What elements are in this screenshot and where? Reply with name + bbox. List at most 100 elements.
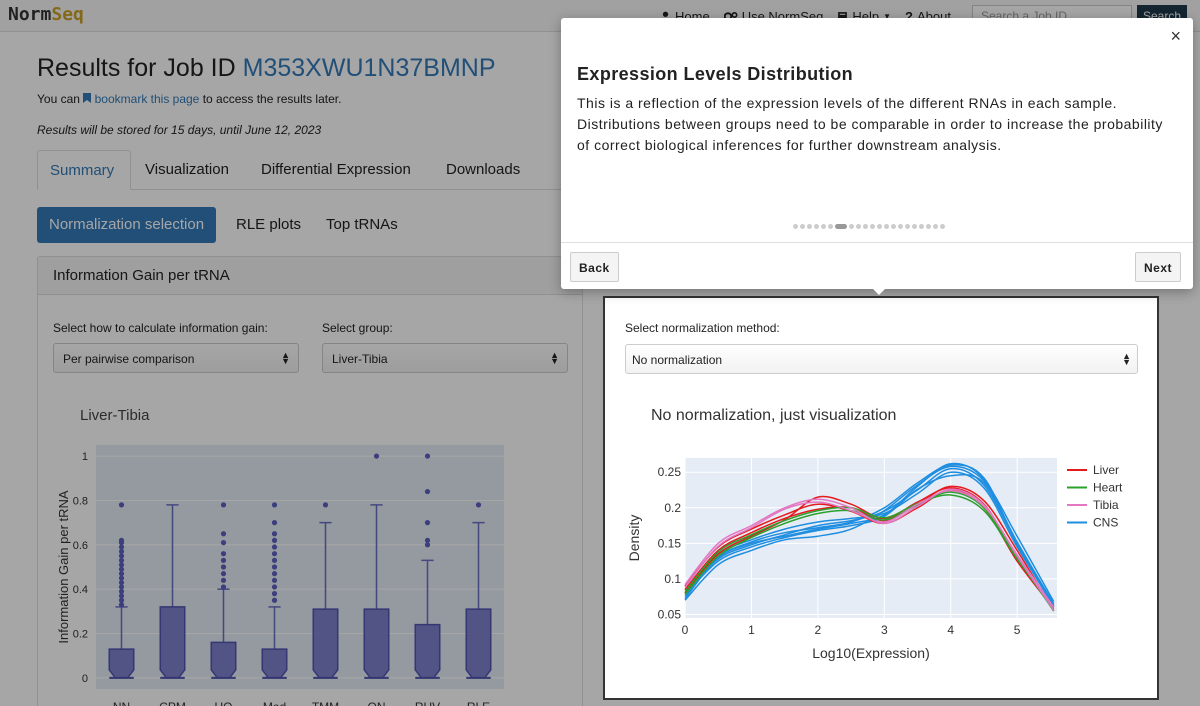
density-line-heart — [684, 494, 1055, 610]
outlier-point — [118, 588, 125, 594]
tour-step-dot[interactable] — [891, 223, 896, 229]
density-line-tibia — [684, 489, 1055, 608]
x-tick-label: RUV — [415, 700, 440, 706]
outlier-point — [424, 520, 431, 526]
outlier-point — [118, 571, 125, 577]
tour-step-dot[interactable] — [800, 223, 805, 229]
outlier-point — [373, 453, 380, 459]
tab-downloads[interactable]: Downloads — [446, 161, 521, 178]
x-tick-label: 1 — [748, 623, 755, 637]
page-title: Results for Job ID M353XWU1N37BMNP — [37, 54, 496, 82]
outlier-point — [424, 453, 431, 459]
y-tick-label: 0.1 — [664, 572, 681, 586]
group-select[interactable]: Liver-Tibia ▲ ▼ — [322, 343, 568, 373]
normalization-method-select[interactable]: No normalization ▲ ▼ — [625, 344, 1138, 374]
outlier-point — [271, 551, 278, 557]
x-tick-label: 2 — [815, 623, 822, 637]
outlier-point — [271, 571, 278, 577]
popover-arrow — [872, 288, 886, 295]
outlier-point — [271, 502, 278, 508]
x-tick-label: TMM — [312, 700, 339, 706]
legend-label: Heart — [1093, 481, 1123, 495]
outlier-point — [220, 531, 227, 537]
outlier-point — [220, 564, 227, 570]
x-tick-label: UQ — [215, 700, 233, 706]
x-tick-label: 4 — [947, 623, 954, 637]
tour-step-dot[interactable] — [849, 223, 854, 229]
normalization-method-label: Select normalization method: — [625, 321, 780, 335]
tour-step-dot[interactable] — [898, 223, 903, 229]
calc-method-select[interactable]: Per pairwise comparison ▲ ▼ — [53, 343, 299, 373]
x-tick-label: QN — [368, 700, 386, 706]
outlier-point — [220, 557, 227, 563]
outlier-point — [220, 540, 227, 546]
popover-title: Expression Levels Distribution — [577, 64, 854, 84]
outlier-point — [118, 537, 125, 543]
tab-visualization[interactable]: Visualization — [145, 161, 229, 178]
outlier-point — [424, 537, 431, 543]
pill-rle-plots[interactable]: RLE plots — [236, 216, 302, 233]
x-tick-label: CPM — [159, 700, 186, 706]
results-tabs: Summary Visualization Differential Expre… — [37, 150, 585, 190]
outlier-point — [220, 577, 227, 583]
back-button[interactable]: Back — [570, 252, 619, 282]
close-icon[interactable]: × — [1170, 26, 1181, 46]
y-axis-label: Density — [626, 515, 642, 562]
outlier-point — [118, 579, 125, 586]
tab-summary[interactable]: Summary — [37, 150, 131, 190]
bookmark-note: You can bookmark this page to access the… — [37, 92, 342, 106]
tour-step-dot[interactable] — [877, 223, 882, 229]
x-tick-label: NN — [113, 700, 130, 706]
outlier-point — [118, 548, 125, 555]
outlier-point — [271, 584, 278, 590]
select-arrows-icon: ▲ ▼ — [550, 350, 559, 366]
tour-step-dot[interactable] — [919, 223, 924, 229]
y-tick-label: 0.2 — [664, 501, 681, 515]
density-line-heart — [684, 491, 1055, 612]
tour-step-dot[interactable] — [926, 223, 931, 229]
tab-differential-expression[interactable]: Differential Expression — [261, 161, 411, 178]
tour-step-dot[interactable] — [821, 223, 826, 229]
tour-step-dot[interactable] — [828, 223, 833, 229]
tour-step-dot[interactable] — [793, 223, 798, 229]
outlier-point — [271, 577, 278, 583]
y-tick-label: 0 — [82, 673, 88, 685]
next-button[interactable]: Next — [1135, 252, 1182, 282]
density-chart: No normalization, just visualization 0.05… — [626, 407, 1123, 661]
brand-logo[interactable]: NormSeq — [8, 4, 84, 25]
tour-step-dot[interactable] — [863, 223, 868, 229]
outlier-point — [220, 584, 227, 590]
tour-step-dot[interactable] — [940, 223, 945, 229]
tour-step-dot[interactable] — [884, 223, 889, 229]
tour-step-dot[interactable] — [933, 223, 938, 229]
pill-top-trnas[interactable]: Top tRNAs — [326, 216, 398, 233]
x-tick-label: 0 — [682, 623, 689, 637]
tour-step-dot[interactable] — [905, 223, 910, 229]
outlier-point — [271, 520, 278, 526]
tour-step-dot[interactable] — [807, 223, 812, 229]
outlier-point — [271, 531, 278, 537]
info-gain-heading: Information Gain per tRNA — [38, 257, 582, 295]
question-icon: ? — [905, 8, 913, 24]
pill-normalization-selection[interactable]: Normalization selection — [37, 207, 217, 243]
bookmark-link[interactable]: bookmark this page — [83, 92, 199, 106]
tour-step-dot[interactable] — [835, 223, 847, 229]
tour-step-dot[interactable] — [856, 223, 861, 229]
outlier-point — [271, 544, 278, 550]
outlier-point — [475, 502, 482, 508]
info-gain-panel: Information Gain per tRNA Select how to … — [37, 256, 583, 706]
tour-step-dot[interactable] — [912, 223, 917, 229]
y-tick-label: 0.6 — [73, 540, 88, 552]
outlier-point — [118, 584, 125, 590]
calc-method-label: Select how to calculate information gain… — [53, 321, 268, 335]
y-tick-label: 0.15 — [658, 536, 682, 550]
page-content: Results for Job ID M353XWU1N37BMNP You c… — [0, 32, 1200, 706]
y-tick-label: 0.25 — [658, 465, 682, 479]
outlier-point — [118, 602, 125, 608]
outlier-point — [271, 557, 278, 563]
outlier-point — [220, 502, 227, 508]
tour-step-dot[interactable] — [814, 223, 819, 229]
y-tick-label: 0.4 — [73, 584, 88, 596]
outlier-point — [271, 564, 278, 570]
tour-step-dot[interactable] — [870, 223, 875, 229]
